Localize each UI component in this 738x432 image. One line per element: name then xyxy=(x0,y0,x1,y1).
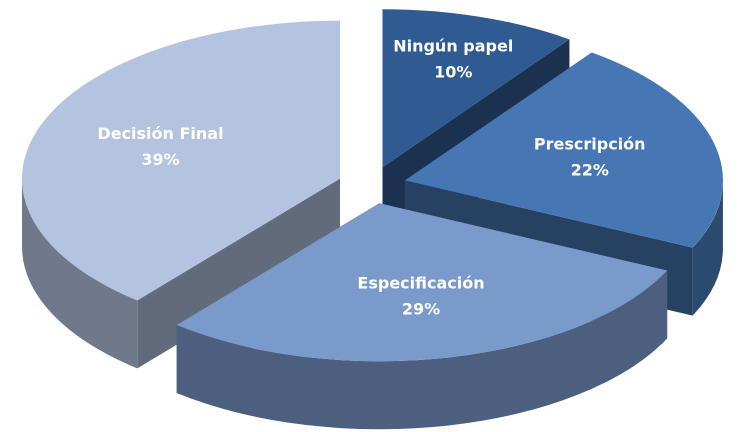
slice-value-label: 29% xyxy=(402,299,440,318)
slice-label: Especificación xyxy=(357,273,484,292)
slice-label: Ningún papel xyxy=(393,37,513,56)
slice-wall xyxy=(22,178,138,369)
slice-wall xyxy=(176,270,668,430)
slice-label: Decisión Final xyxy=(97,124,223,143)
slice-wall xyxy=(692,180,723,316)
slice xyxy=(382,9,570,168)
slice-value-label: 39% xyxy=(141,150,179,169)
slice xyxy=(22,20,341,301)
slice-value-label: 22% xyxy=(571,160,609,179)
slice xyxy=(404,52,723,248)
slice xyxy=(176,203,668,362)
slice-label: Prescripción xyxy=(534,134,646,153)
slice-value-label: 10% xyxy=(434,63,472,82)
